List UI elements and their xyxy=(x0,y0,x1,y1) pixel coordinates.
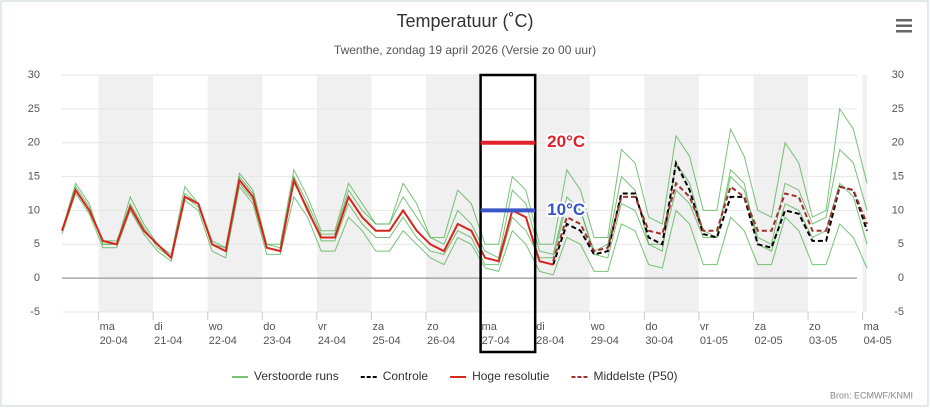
y2-tick-label: -5 xyxy=(894,306,904,318)
x-tick-date: 04-05 xyxy=(864,335,892,347)
menu-button[interactable] xyxy=(894,16,914,36)
y2-tick-label: 25 xyxy=(892,103,904,115)
series-line xyxy=(61,176,554,266)
day-band xyxy=(98,75,154,312)
ensemble-line xyxy=(61,107,868,256)
highlight-box xyxy=(479,73,537,354)
x-tick-date: 23-04 xyxy=(263,335,291,347)
x-tick-label: ma xyxy=(100,321,116,333)
x-tick-label: ma xyxy=(864,321,880,333)
x-tick-label: di xyxy=(536,321,545,333)
x-tick-label: wo xyxy=(208,321,223,333)
x-tick-date: 28-04 xyxy=(536,335,564,347)
day-band xyxy=(753,75,809,312)
x-tick-date: 24-04 xyxy=(318,335,346,347)
x-tick-date: 02-05 xyxy=(754,335,782,347)
x-tick-label: do xyxy=(263,321,275,333)
x-tick-date: 26-04 xyxy=(427,335,455,347)
x-tick-date: 21-04 xyxy=(154,335,182,347)
x-tick-date: 22-04 xyxy=(209,335,237,347)
series-line xyxy=(552,159,868,265)
day-band xyxy=(426,75,481,312)
x-tick-label: zo xyxy=(427,321,439,333)
ensemble-line xyxy=(61,185,868,276)
x-tick-date: 30-04 xyxy=(645,335,673,347)
x-tick-label: za xyxy=(754,321,767,333)
annotation-label: 20°C xyxy=(547,132,585,151)
legend: Verstoorde runs Controle Hoge resolutie Mid… xyxy=(232,369,678,383)
annotation-label: 10°C xyxy=(547,200,585,219)
y-tick-label: 0 xyxy=(34,272,40,284)
x-tick-date: 27-04 xyxy=(482,335,510,347)
y-tick-label: 15 xyxy=(28,170,40,182)
y2-tick-label: 10 xyxy=(892,204,904,216)
chart-title: Temperatuur (˚C) xyxy=(396,11,533,31)
x-tick-date: 20-04 xyxy=(100,335,128,347)
x-tick-label: vr xyxy=(318,321,328,333)
y-tick-label: 5 xyxy=(34,238,40,250)
y2-tick-label: 30 xyxy=(892,69,904,81)
y-tick-label: 20 xyxy=(28,137,40,149)
ensemble-line xyxy=(61,168,868,266)
menu-bar xyxy=(896,30,912,33)
x-tick-date: 29-04 xyxy=(591,335,619,347)
y2-tick-label: 5 xyxy=(898,238,904,250)
y2-tick-label: 0 xyxy=(898,272,904,284)
y2-tick-label: 15 xyxy=(892,170,904,182)
legend-label: Controle xyxy=(383,369,429,383)
menu-bar xyxy=(896,24,912,27)
series-line xyxy=(552,181,868,262)
x-tick-date: 03-05 xyxy=(809,335,837,347)
x-tick-label: di xyxy=(154,321,163,333)
x-tick-label: do xyxy=(645,321,657,333)
day-band xyxy=(316,75,372,312)
plot: -5 -5 0 0 5 5 10 10 15 15 20 20 25 25 30 30 ma 20-04 di 21-… xyxy=(28,69,904,347)
x-tick-label: ma xyxy=(482,321,498,333)
y-tick-label: -5 xyxy=(30,306,40,318)
source: Bron: ECMWF/KNMI xyxy=(830,390,913,400)
menu-bar xyxy=(896,19,912,22)
legend-label: Hoge resolutie xyxy=(472,369,550,383)
x-tick-date: 01-05 xyxy=(700,335,728,347)
day-band xyxy=(862,75,867,312)
x-tick-label: za xyxy=(372,321,385,333)
x-tick-date: 25-04 xyxy=(372,335,400,347)
y-tick-label: 10 xyxy=(28,204,40,216)
legend-label: Middelste (P50) xyxy=(593,369,677,383)
y2-tick-label: 20 xyxy=(892,137,904,149)
legend-label: Verstoorde runs xyxy=(254,369,339,383)
x-tick-label: zo xyxy=(809,321,821,333)
x-tick-label: vr xyxy=(700,321,710,333)
x-tick-label: wo xyxy=(590,321,605,333)
y-tick-label: 30 xyxy=(28,69,40,81)
y-tick-label: 25 xyxy=(28,103,40,115)
chart-subtitle: Twenthe, zondag 19 april 2026 (Versie zo… xyxy=(334,43,596,57)
